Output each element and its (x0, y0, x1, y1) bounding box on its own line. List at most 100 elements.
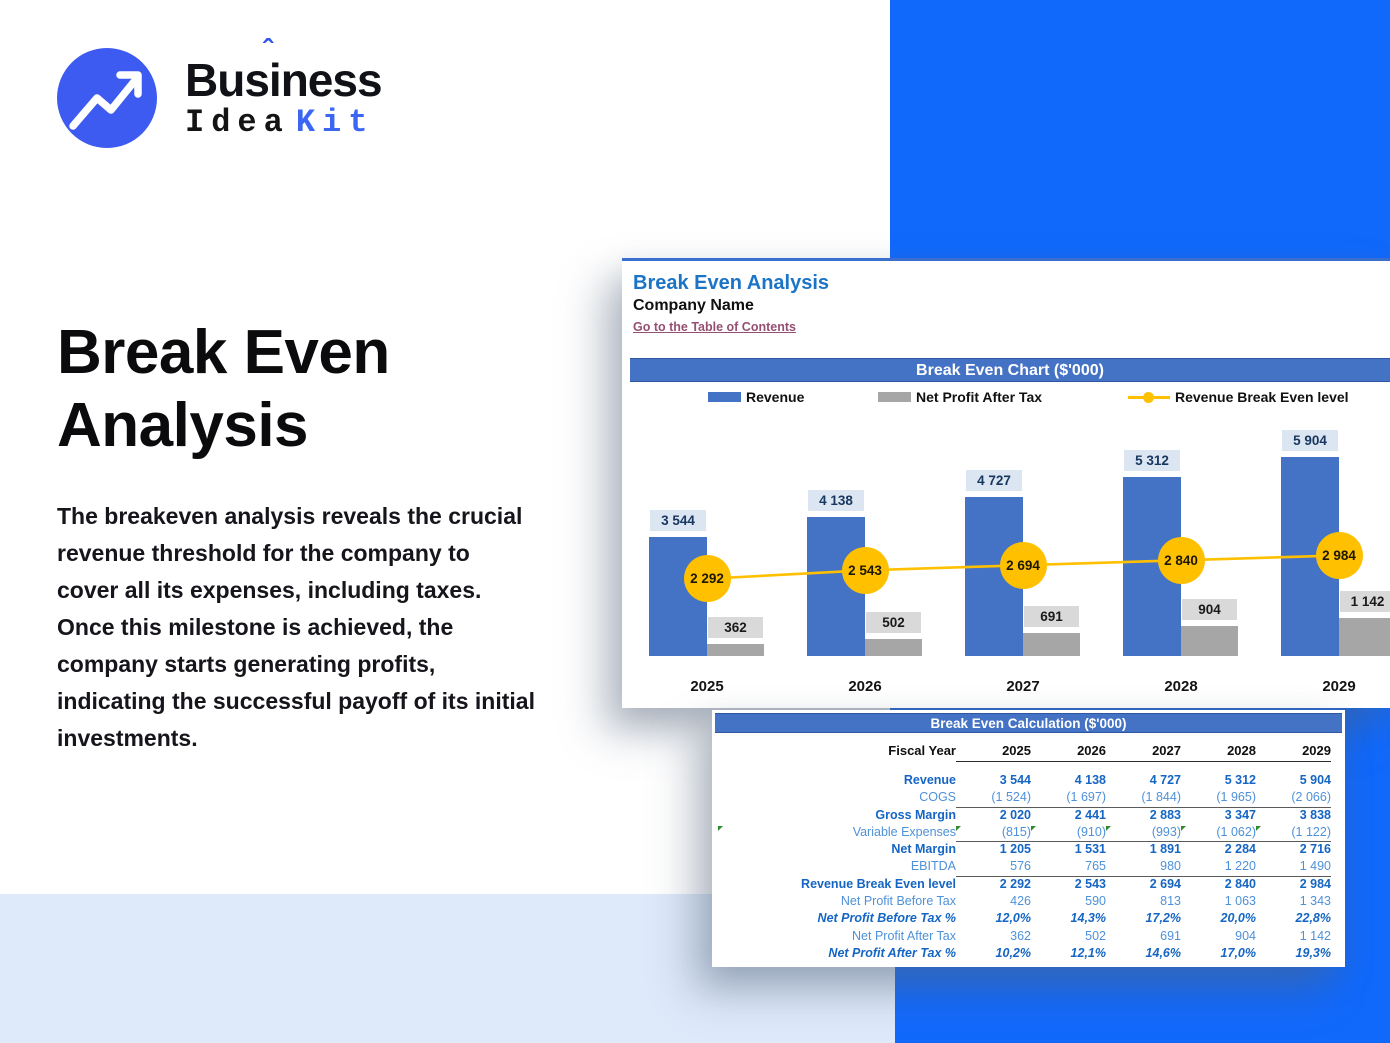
row-value: 1 343 (1299, 894, 1331, 909)
net-profit-value-label: 362 (708, 616, 763, 638)
row-value: (910) (1031, 824, 1106, 843)
fiscal-year-row: Fiscal Year 2025 2026 2027 2028 2029 (712, 742, 1345, 763)
net-profit-swatch-icon (878, 392, 911, 402)
net-profit-value-label: 1 142 (1340, 590, 1390, 612)
brand-name-business: Busi ˆ ness (185, 34, 383, 106)
row-value: 10,2% (995, 945, 1031, 960)
row-label: Net Profit Before Tax % (817, 911, 956, 926)
legend-breakeven-level: Revenue Break Even level (1128, 389, 1349, 405)
row-value: 1 220 (1181, 858, 1256, 877)
fiscal-year-value: 2027 (1106, 742, 1181, 763)
revenue-swatch-icon (708, 392, 741, 402)
row-value: 2 441 (1074, 807, 1106, 822)
fiscal-year-value: 2025 (956, 742, 1031, 763)
row-value: (1 062) (1181, 824, 1256, 843)
row-label: Revenue Break Even level (801, 876, 956, 891)
revenue-value-label: 5 312 (1124, 449, 1180, 471)
table-header-bar: Break Even Calculation ($'000) (715, 713, 1342, 733)
table-row: Net Profit After Tax % 10,2% 12,1% 14,6% 17,… (712, 945, 1345, 962)
row-value: 17,2% (1145, 911, 1181, 926)
row-value: 12,0% (995, 911, 1031, 926)
row-label: Net Margin (891, 842, 956, 857)
row-label: COGS (919, 790, 956, 805)
row-value: 2 284 (1224, 842, 1256, 857)
table-row: Net Profit Before Tax 426 590 813 1 063 1 343 (712, 893, 1345, 910)
row-value: (1 524) (956, 789, 1031, 808)
table-row: Net Margin 1 205 1 531 1 891 2 284 2 716 (712, 841, 1345, 858)
row-value: 576 (956, 858, 1031, 877)
year-label: 2025 (690, 678, 724, 695)
row-value: 14,6% (1145, 945, 1181, 960)
row-value: 3 347 (1224, 807, 1256, 822)
spreadsheet-table-card: Break Even Calculation ($'000) Fiscal Ye… (712, 710, 1345, 967)
row-value: 19,3% (1295, 945, 1331, 960)
net-profit-bar (707, 643, 764, 656)
row-value: 765 (1031, 858, 1106, 877)
row-label: EBITDA (910, 859, 956, 874)
year-label: 2029 (1322, 678, 1356, 695)
table-row: Revenue 3 544 4 138 4 727 5 312 5 904 (712, 772, 1345, 789)
row-value: 2 840 (1224, 876, 1256, 891)
caret-accent-icon: ˆ (262, 34, 273, 67)
row-value: 2 694 (1149, 876, 1181, 891)
breakeven-line-swatch-icon (1128, 391, 1170, 403)
fiscal-year-value: 2026 (1031, 742, 1106, 763)
table-of-contents-link[interactable]: Go to the Table of Contents (633, 320, 796, 334)
page-title: Break Even Analysis (57, 318, 390, 461)
row-value: 2 020 (999, 807, 1031, 822)
spreadsheet-chart-card: Break Even Analysis Company Name Go to t… (622, 258, 1390, 708)
row-value: 3 838 (1299, 807, 1331, 822)
table-row: Revenue Break Even level 2 292 2 543 2 694 2… (712, 876, 1345, 893)
revenue-value-label: 4 727 (966, 469, 1022, 491)
breakeven-point: 2 840 (1157, 536, 1205, 584)
page-description: The breakeven analysis reveals the cruci… (57, 503, 535, 752)
row-value: 980 (1106, 858, 1181, 877)
row-value: 813 (1160, 894, 1181, 909)
row-value: (815) (956, 824, 1031, 843)
row-value: 1 063 (1224, 894, 1256, 909)
row-value: 1 891 (1149, 842, 1181, 857)
breakeven-point: 2 984 (1315, 531, 1363, 579)
revenue-value-label: 4 138 (808, 489, 864, 511)
row-value: 590 (1085, 894, 1106, 909)
year-label: 2028 (1164, 678, 1198, 695)
row-value: 3 544 (999, 773, 1031, 787)
breakeven-chart-plot: 3 544 362 2025 4 138 502 2026 4 727 691 2027 5 31… (622, 391, 1390, 703)
row-value: 20,0% (1220, 911, 1256, 926)
year-label: 2026 (848, 678, 882, 695)
row-value: 2 543 (1074, 876, 1106, 891)
row-value: (1 697) (1031, 789, 1106, 808)
net-profit-value-label: 904 (1182, 598, 1237, 620)
row-label: Variable Expenses (718, 824, 956, 842)
row-value: 2 883 (1149, 807, 1181, 822)
year-label: 2027 (1006, 678, 1040, 695)
breakeven-line (706, 554, 1340, 581)
row-value: 17,0% (1220, 945, 1256, 960)
row-value: (1 844) (1106, 789, 1181, 808)
row-value: 2 716 (1299, 842, 1331, 857)
fiscal-year-value: 2028 (1181, 742, 1256, 763)
trend-up-arrow-icon (57, 48, 157, 148)
fiscal-year-value: 2029 (1256, 742, 1331, 763)
table-row: Net Profit Before Tax % 12,0% 14,3% 17,2% 20… (712, 910, 1345, 927)
chart-header-bar: Break Even Chart ($'000) (630, 358, 1390, 382)
row-value: 22,8% (1295, 911, 1331, 926)
net-profit-bar (1181, 625, 1238, 656)
row-value: 691 (1160, 928, 1181, 943)
row-label: Net Profit Before Tax (840, 894, 956, 909)
revenue-value-label: 5 904 (1282, 430, 1338, 452)
row-value: 1 490 (1256, 858, 1331, 877)
table-row: Gross Margin 2 020 2 441 2 883 3 347 3 838 (712, 807, 1345, 824)
row-value: 2 984 (1299, 876, 1331, 891)
brand-logo: Busi ˆ ness Idea Kit (57, 34, 383, 148)
revenue-value-label: 3 544 (650, 509, 706, 531)
table-row: EBITDA 576 765 980 1 220 1 490 (712, 858, 1345, 877)
row-value: 362 (1010, 928, 1031, 943)
row-value: 2 292 (999, 876, 1031, 891)
row-label: Net Profit After Tax % (828, 945, 956, 960)
row-value: 5 904 (1299, 773, 1331, 787)
row-value: 426 (1010, 894, 1031, 909)
table-row: COGS (1 524) (1 697) (1 844) (1 965) (2 066) (712, 789, 1345, 808)
net-profit-value-label: 502 (866, 612, 921, 634)
row-value: 4 138 (1074, 773, 1106, 787)
